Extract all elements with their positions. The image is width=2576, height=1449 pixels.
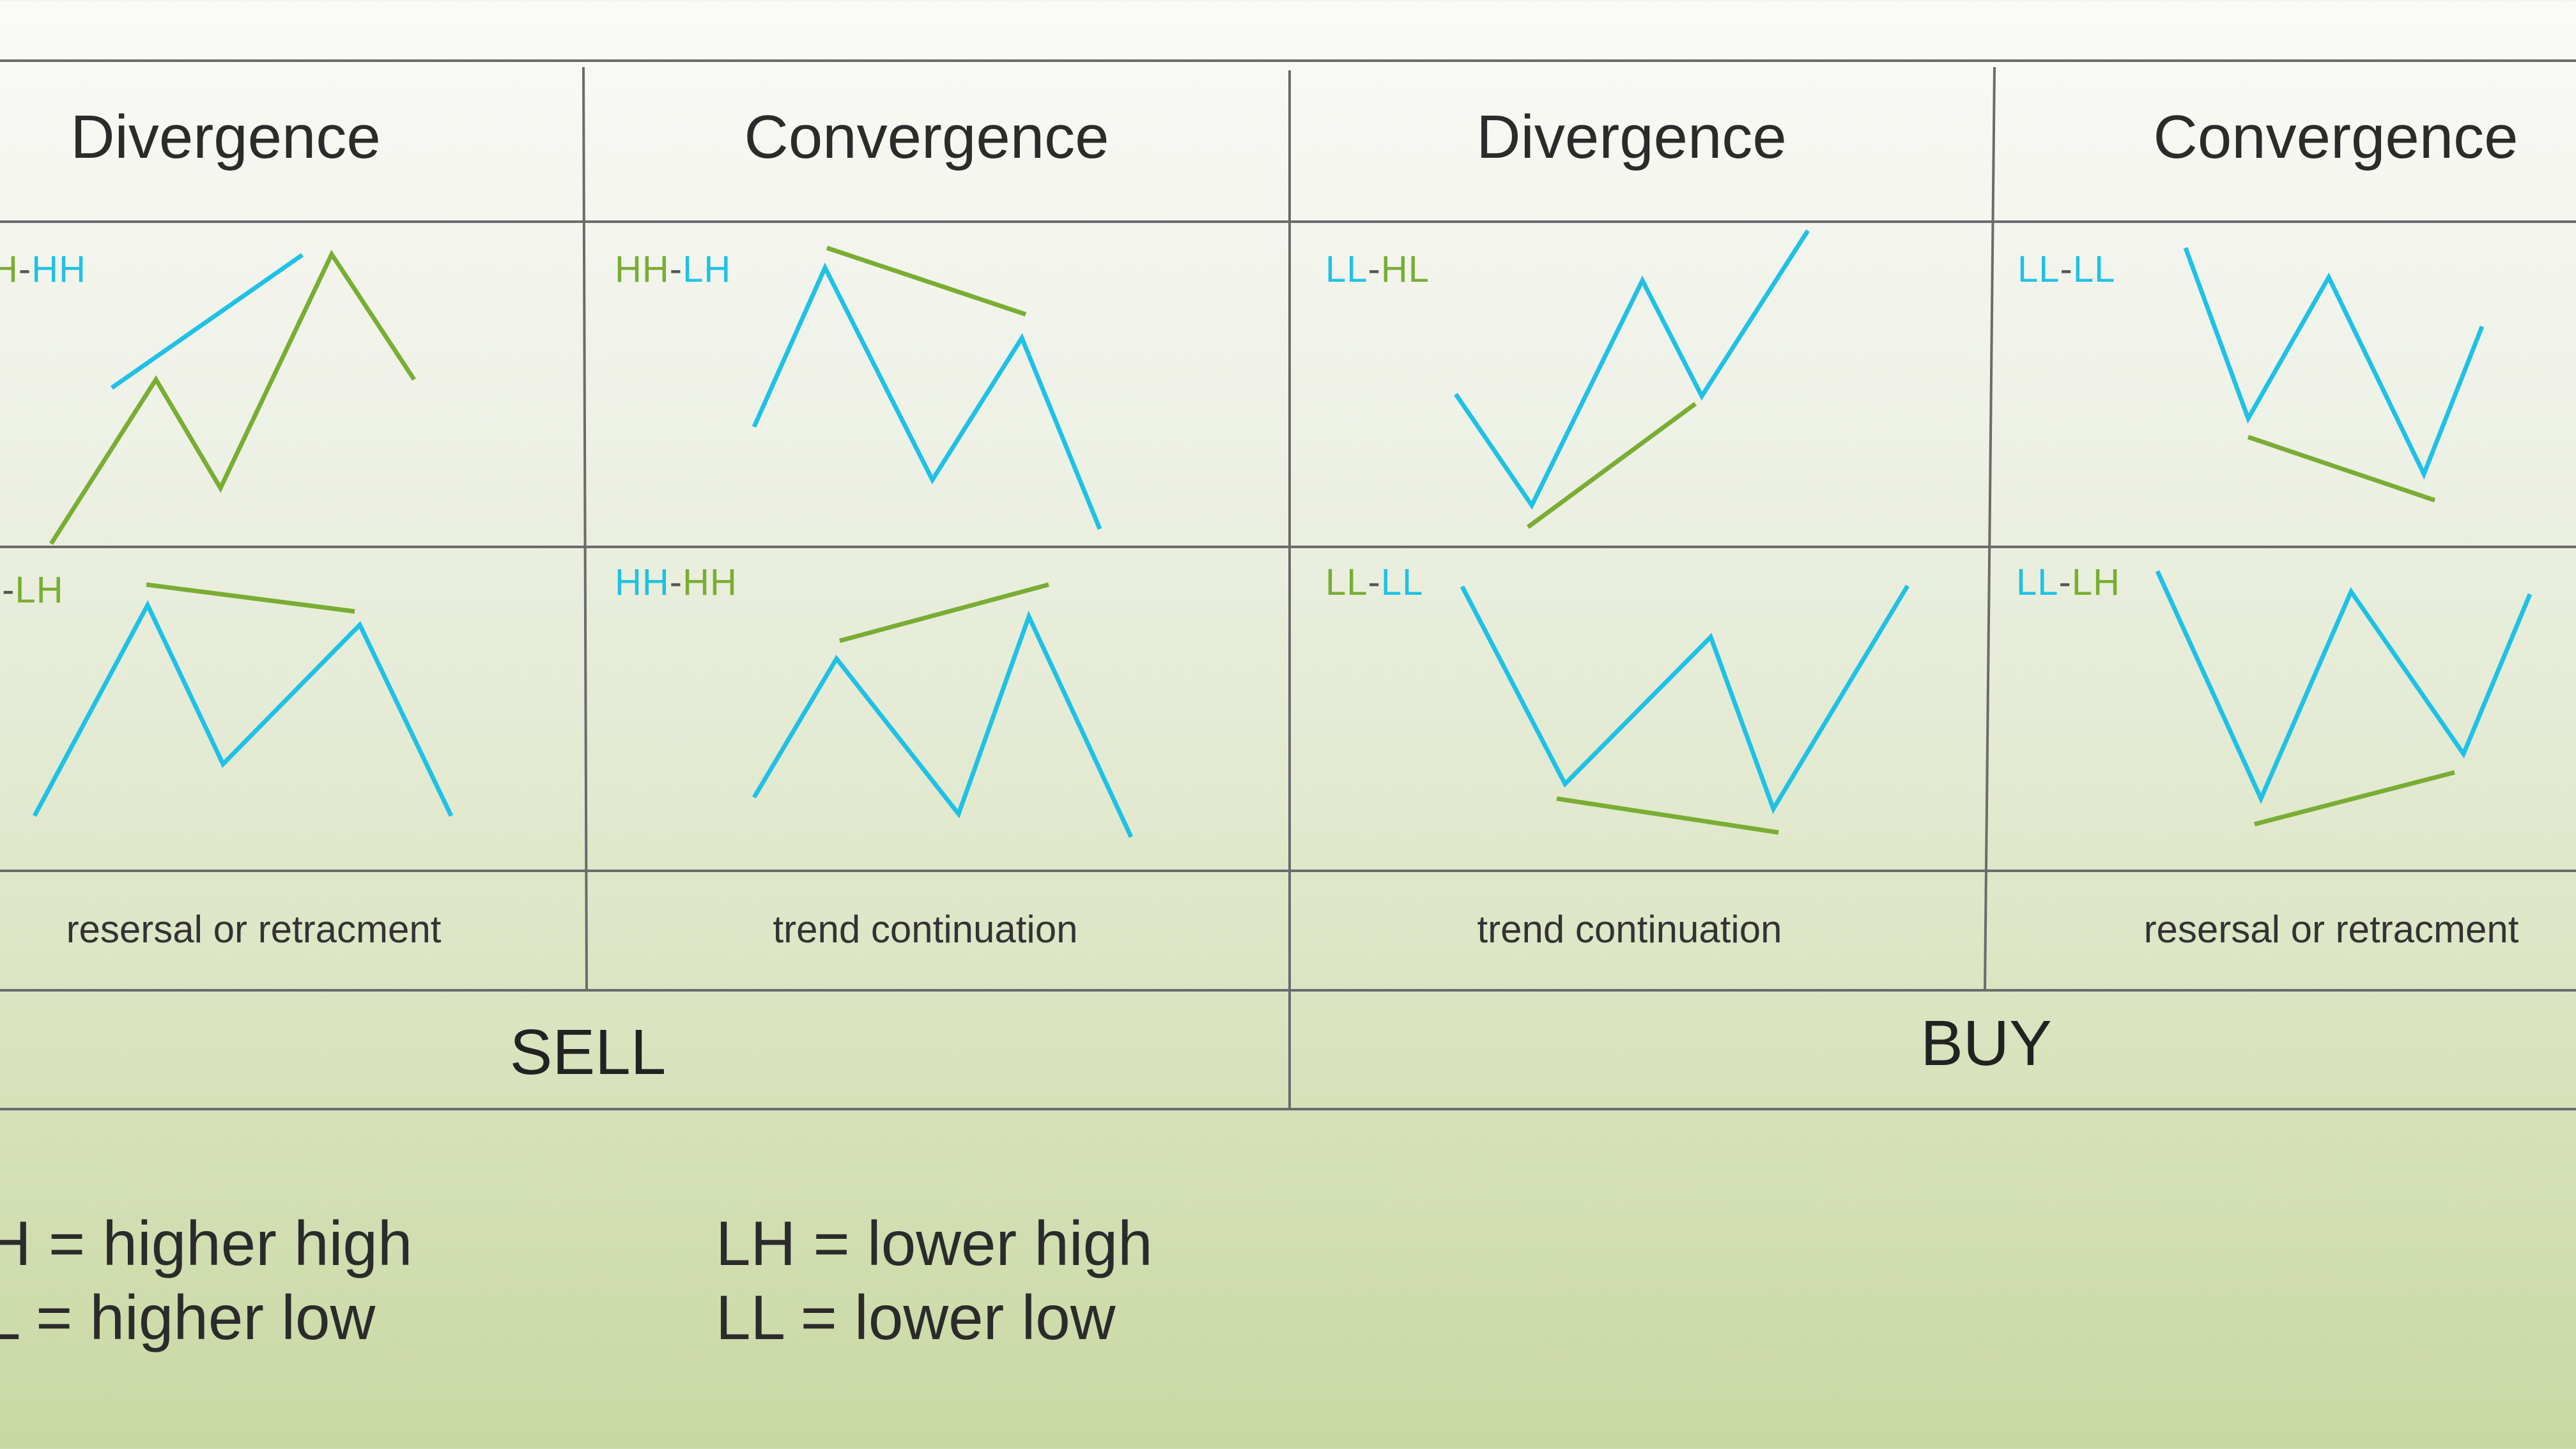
tag-separator: - — [1368, 249, 1381, 290]
c2-top-indicator-line — [826, 245, 1027, 317]
note-col4: resersal or retracment — [2143, 908, 2519, 951]
tag-part: LL — [2072, 249, 2116, 290]
heading-col2: Convergence — [744, 103, 1109, 171]
c1-top-price-line — [49, 249, 416, 545]
tag-part: LL — [1325, 562, 1368, 603]
tag-separator: - — [1368, 562, 1381, 603]
legend-higher-low: L = higher low — [0, 1282, 376, 1353]
legend-higher-high: H = higher high — [0, 1208, 413, 1278]
note-col3: trend continuation — [1477, 908, 1782, 951]
tag-c1-bot: I-LH — [0, 569, 64, 611]
divider-3 — [1984, 66, 1996, 991]
tag-part: HH — [31, 249, 86, 290]
c3-top-price-line — [1454, 229, 1810, 510]
tag-part: HH — [615, 249, 670, 290]
tag-separator: - — [18, 249, 32, 290]
tag-part: LL — [1380, 562, 1424, 603]
c4-bot-indicator-line — [2254, 770, 2455, 827]
heading-col3: Divergence — [1476, 103, 1787, 171]
tag-separator: - — [2, 569, 15, 611]
heading-col1: Divergence — [70, 103, 381, 171]
tag-part: HH — [683, 562, 737, 603]
c3-bot-price-line — [1460, 585, 1909, 815]
c4-bot-price-line — [2155, 570, 2533, 804]
tag-c2-top: HH-LH — [615, 248, 731, 291]
buy-label: BUY — [1920, 1008, 2052, 1079]
c2-bot-indicator-line — [839, 582, 1049, 643]
c3-top-indicator-line — [1526, 402, 1697, 529]
c4-top-price-line — [2183, 247, 2485, 480]
tag-part: LH — [683, 249, 732, 290]
tag-c3-top: LL-HL — [1325, 248, 1430, 291]
c2-bot-price-line — [752, 610, 1134, 838]
tag-part: HH — [615, 562, 670, 603]
tag-part: LH — [15, 569, 64, 611]
tag-part: LL — [2017, 249, 2060, 290]
note-col2: trend continuation — [773, 908, 1078, 951]
tag-part: LL — [2016, 562, 2059, 603]
tag-separator: - — [2060, 249, 2073, 290]
tag-c1-top: H-HH — [0, 248, 86, 291]
legend-lower-high: LH = lower high — [716, 1208, 1153, 1278]
tag-part: H — [0, 249, 19, 290]
tag-c4-bot: LL-LH — [2016, 561, 2120, 604]
c2-top-price-line — [752, 262, 1102, 530]
tag-separator: - — [669, 249, 683, 290]
tag-part: I — [0, 569, 2, 611]
tag-c3-bot: LL-LL — [1325, 561, 1423, 604]
c1-top-indicator-line — [110, 253, 304, 390]
c4-top-indicator-line — [2247, 434, 2436, 503]
legend-lower-low: LL = lower low — [716, 1282, 1116, 1353]
tag-separator: - — [2058, 562, 2072, 603]
c1-bot-indicator-line — [146, 582, 355, 614]
c3-bot-indicator-line — [1556, 796, 1779, 835]
tag-separator: - — [669, 562, 683, 603]
heading-col4: Convergence — [2153, 103, 2518, 171]
tag-part: LL — [1325, 249, 1368, 290]
tag-c2-bot: HH-HH — [615, 561, 737, 604]
tag-part: LH — [2071, 562, 2120, 603]
sell-label: SELL — [509, 1016, 667, 1088]
divider-1 — [582, 66, 588, 991]
tag-part: HL — [1380, 249, 1430, 290]
note-col1: resersal or retracment — [66, 908, 442, 951]
tag-c4-top: LL-LL — [2017, 248, 2115, 291]
c1-bot-price-line — [32, 600, 454, 817]
